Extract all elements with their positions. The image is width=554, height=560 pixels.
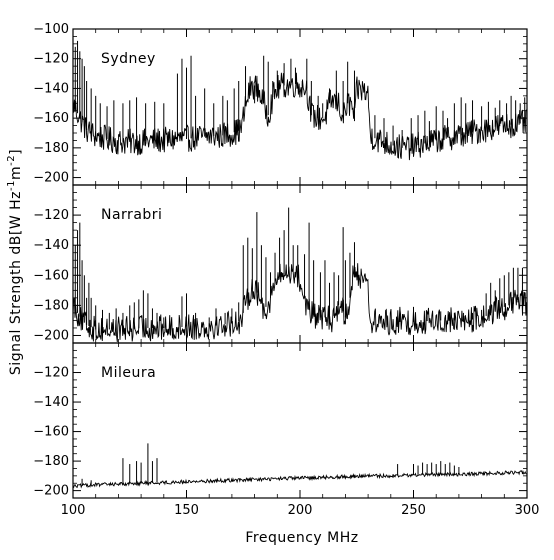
signal-trace (72, 263, 527, 343)
y-axis-title-main: Signal Strength dB[W Hz (8, 191, 24, 375)
panel-mileura: −120 −140 −160 −180 −200 Mileura (33, 342, 528, 499)
x-tick-label: 150 (174, 503, 199, 518)
y-tick-label: −140 (33, 81, 69, 96)
y-tick-label: −200 (33, 484, 69, 499)
panel-narrabri: −120 −140 −160 −180 −200 Narrabri (33, 184, 528, 344)
y-tick-label: −180 (33, 454, 69, 469)
signal-trace (72, 470, 527, 489)
x-axis-title: Frequency MHz (245, 530, 358, 546)
y-tick-label: −200 (33, 171, 69, 186)
panels-layer: −100−120−140−160−180−200Sydney−120−140−1… (33, 22, 539, 518)
y-tick-label: −160 (33, 268, 69, 283)
y-tick-label: −140 (33, 238, 69, 253)
y-tick-label: −120 (33, 52, 69, 67)
x-tick-label: 300 (515, 503, 540, 518)
y-tick-label: −100 (33, 22, 69, 37)
panel-label-narrabri: Narrabri (101, 207, 162, 223)
signal-trace (72, 72, 527, 161)
y-axis-title-end: ] (8, 149, 24, 155)
panel-label-mileura: Mileura (101, 365, 156, 381)
x-tick-label: 100 (61, 503, 86, 518)
y-tick-label: −120 (33, 366, 69, 381)
y-tick-label: −200 (33, 328, 69, 343)
y-tick-label: −160 (33, 111, 69, 126)
y-axis-title-sup1: -1 (6, 180, 17, 191)
y-tick-label: −180 (33, 298, 69, 313)
x-tick-label: 200 (288, 503, 313, 518)
y-tick-label: −120 (33, 208, 69, 223)
x-tick-label: 250 (401, 503, 426, 518)
y-axis-title-sup2: -2 (6, 155, 17, 166)
panel-label-sydney: Sydney (101, 51, 156, 67)
y-axis-title-mid: m (8, 166, 24, 180)
y-tick-label: −160 (33, 425, 69, 440)
y-axis-title: Signal Strength dB[W Hz-1m-2] (6, 149, 24, 375)
panel-sydney: −100 −120 −140 −160 −180 −200 Sydney (33, 22, 528, 186)
y-tick-label: −140 (33, 395, 69, 410)
y-tick-label: −180 (33, 141, 69, 156)
